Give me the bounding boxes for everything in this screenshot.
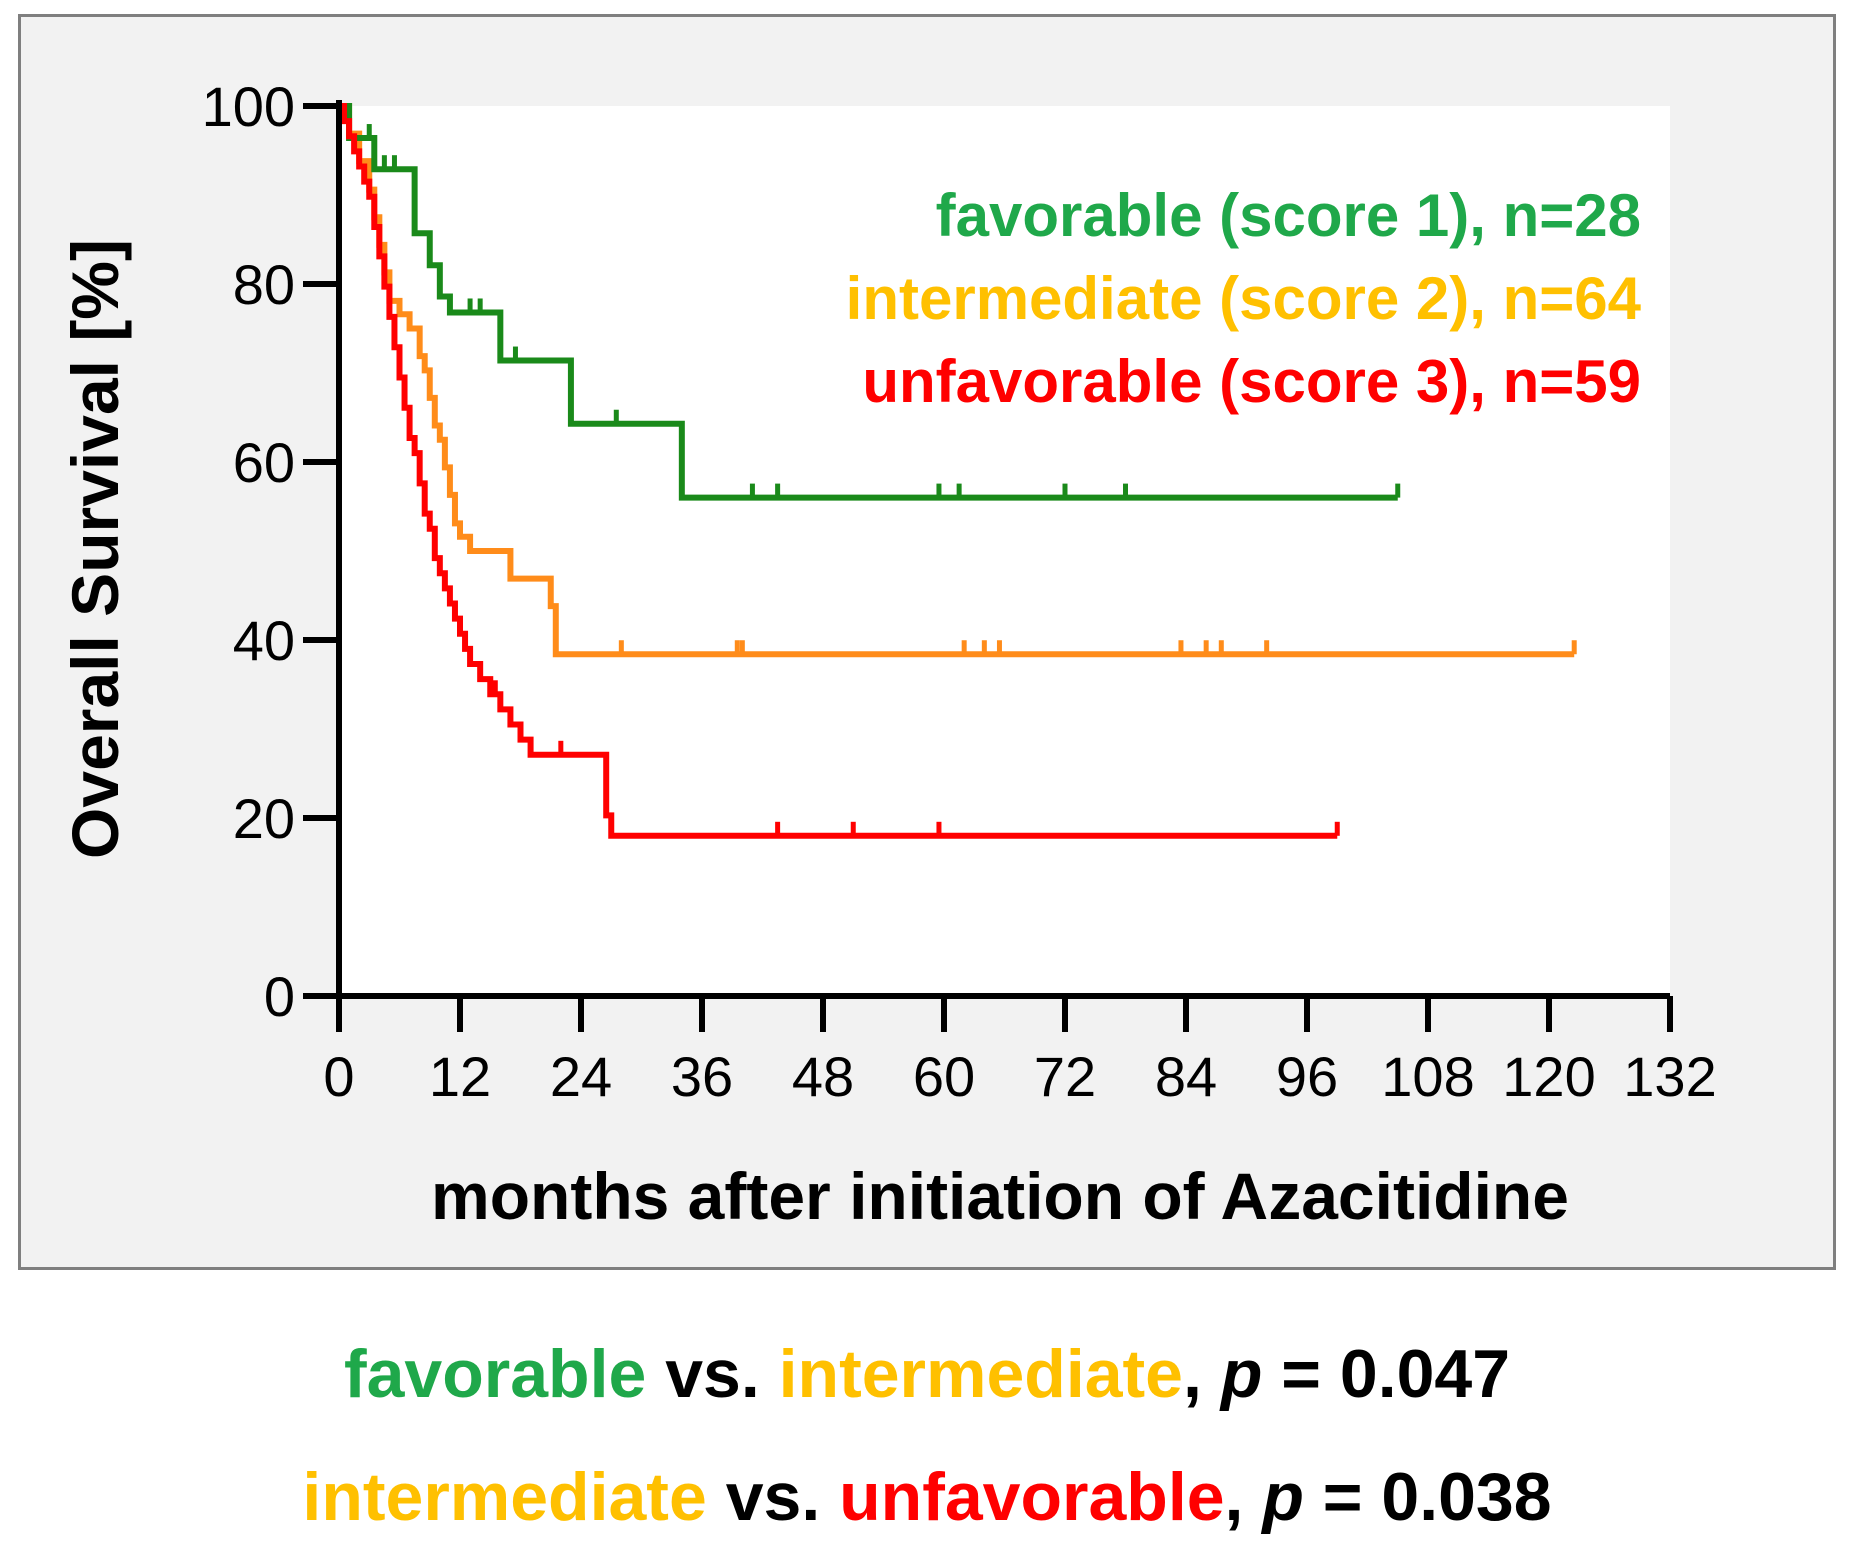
y-tick-label: 0 bbox=[264, 965, 295, 1028]
pvalue-symbol: p bbox=[1220, 1336, 1263, 1412]
pvalue-value: 0.038 bbox=[1381, 1459, 1552, 1535]
x-tick-label: 120 bbox=[1502, 1045, 1595, 1108]
legend-label-intermediate: intermediate (score 2), n=64 bbox=[846, 265, 1642, 332]
y-tick-label: 80 bbox=[233, 253, 295, 316]
pvalue-vs: vs. bbox=[665, 1336, 760, 1412]
pvalue-group-b: unfavorable bbox=[839, 1459, 1225, 1535]
pvalue-line-favorable-vs-intermediate: favorable vs. intermediate, p = 0.047 bbox=[0, 1335, 1854, 1413]
pvalue-comma: , bbox=[1183, 1336, 1202, 1412]
legend: favorable (score 1), n=28 intermediate (… bbox=[846, 182, 1642, 415]
x-tick-label: 132 bbox=[1623, 1045, 1716, 1108]
x-axis-ticks: 0 12 24 36 48 60 72 84 96 108 120 132 bbox=[323, 996, 1717, 1108]
x-tick-label: 84 bbox=[1155, 1045, 1217, 1108]
y-axis-title: Overall Survival [%] bbox=[58, 239, 132, 859]
x-tick-label: 72 bbox=[1034, 1045, 1096, 1108]
plot-area bbox=[339, 106, 1670, 996]
y-tick-label: 20 bbox=[233, 787, 295, 850]
x-tick-label: 0 bbox=[323, 1045, 354, 1108]
pvalue-comma: , bbox=[1224, 1459, 1244, 1535]
y-tick-label: 100 bbox=[202, 75, 295, 138]
x-axis-title: months after initiation of Azacitidine bbox=[431, 1159, 1569, 1233]
x-tick-label: 108 bbox=[1381, 1045, 1474, 1108]
survival-line bbox=[339, 103, 1338, 839]
pvalue-vs: vs. bbox=[725, 1459, 821, 1535]
legend-label-unfavorable: unfavorable (score 3), n=59 bbox=[862, 348, 1641, 415]
pvalue-group-a: favorable bbox=[343, 1336, 647, 1412]
x-tick-label: 36 bbox=[671, 1045, 733, 1108]
pvalue-symbol: p bbox=[1262, 1459, 1304, 1535]
x-tick-label: 96 bbox=[1276, 1045, 1338, 1108]
survival-curves bbox=[339, 103, 1577, 839]
pvalue-equals: = bbox=[1303, 1459, 1382, 1535]
x-tick-label: 12 bbox=[429, 1045, 491, 1108]
pvalue-value: 0.047 bbox=[1339, 1336, 1511, 1412]
legend-label-favorable: favorable (score 1), n=28 bbox=[936, 182, 1641, 249]
pvalue-line-intermediate-vs-unfavorable: intermediate vs. unfavorable, p = 0.038 bbox=[0, 1458, 1854, 1536]
x-tick-label: 60 bbox=[913, 1045, 975, 1108]
y-axis-ticks: 0 20 40 60 80 100 bbox=[202, 75, 339, 1028]
pvalue-group-a: intermediate bbox=[302, 1459, 707, 1535]
series-1 bbox=[339, 103, 1401, 501]
x-tick-label: 48 bbox=[792, 1045, 854, 1108]
pvalue-equals: = bbox=[1262, 1336, 1340, 1412]
series-3 bbox=[339, 103, 1340, 839]
axes bbox=[336, 100, 1670, 999]
y-tick-label: 40 bbox=[233, 609, 295, 672]
pvalue-group-b: intermediate bbox=[778, 1336, 1184, 1412]
x-tick-label: 24 bbox=[550, 1045, 612, 1108]
y-tick-label: 60 bbox=[233, 431, 295, 494]
